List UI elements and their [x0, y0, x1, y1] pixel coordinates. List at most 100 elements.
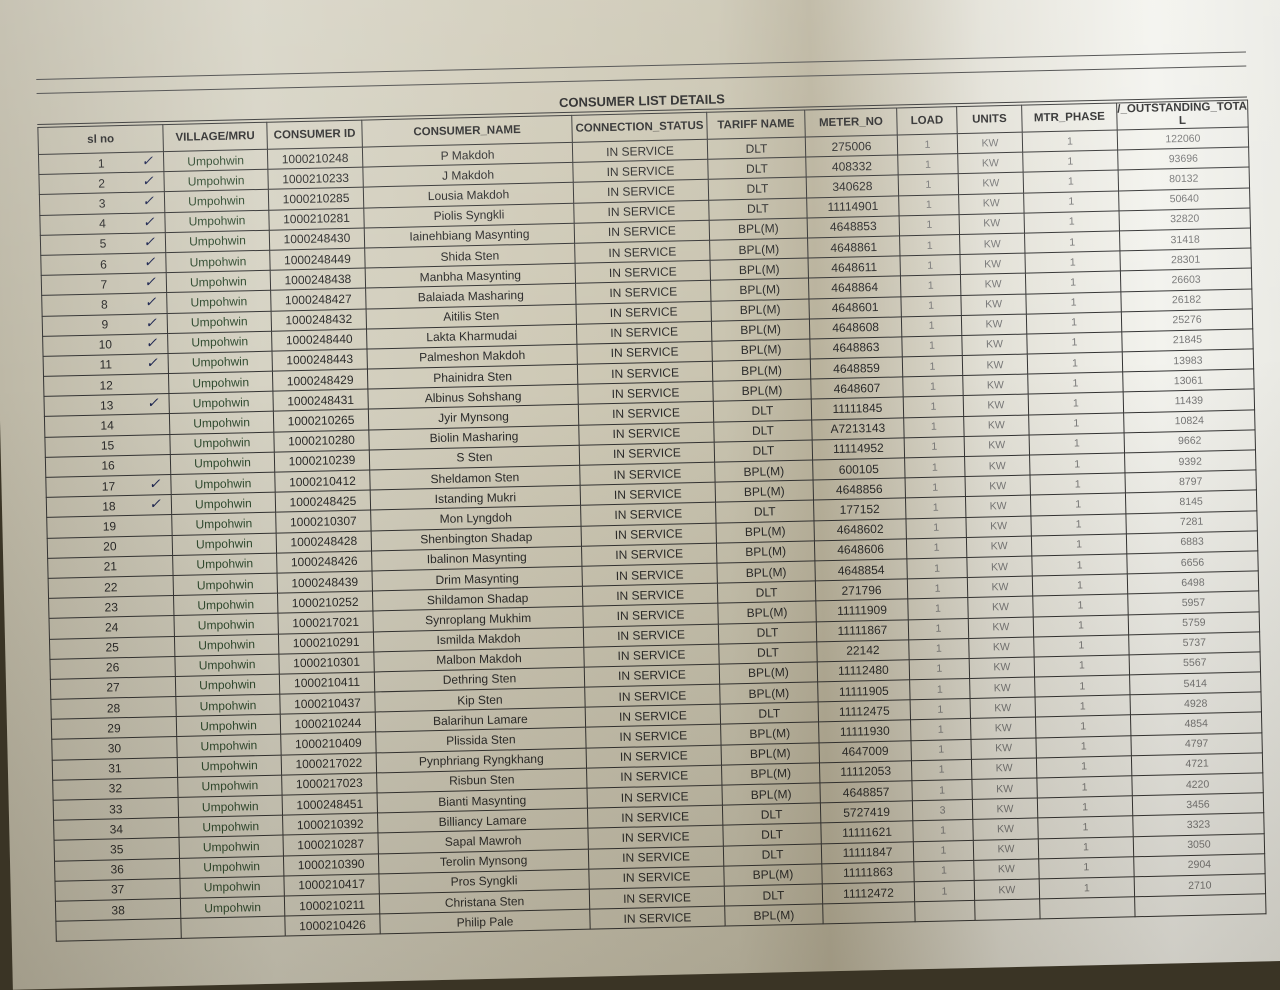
- load-cell: 1: [905, 517, 967, 539]
- consumer-id-cell: 1000210426: [284, 914, 381, 937]
- village-cell: Umpohwin: [163, 149, 268, 172]
- mtr-phase-cell: 1: [1022, 129, 1118, 153]
- meter-no-cell: 11111621: [820, 821, 914, 844]
- consumer-id-cell: 1000210280: [273, 429, 370, 452]
- column-header: MTR_PHASE: [1021, 102, 1118, 133]
- load-cell: 1: [903, 395, 964, 418]
- sl-no-cell: 30: [51, 736, 178, 760]
- mtr-phase-cell: 1: [1029, 452, 1125, 476]
- column-header: METER_NO: [804, 107, 898, 138]
- units-cell: KW: [974, 878, 1040, 901]
- sl-no-cell: 11 ✓: [43, 353, 169, 377]
- sl-no-value: 11: [99, 357, 113, 373]
- tariff-cell: DLT: [718, 641, 818, 665]
- load-cell: 1: [910, 698, 971, 721]
- sl-no-cell: 37: [54, 878, 181, 902]
- tariff-cell: BPL(M): [715, 480, 814, 503]
- sl-no-cell: 1 ✓: [38, 151, 164, 175]
- meter-no-cell: 340628: [806, 175, 899, 198]
- consumer-name-cell: Philip Pale: [379, 909, 591, 935]
- load-cell: 1: [907, 577, 968, 600]
- handwritten-checkmark-icon: ✓: [148, 476, 161, 493]
- sl-no-value: 14: [100, 418, 114, 433]
- units-cell: KW: [960, 273, 1026, 296]
- meter-no-cell: 275006: [805, 134, 898, 158]
- load-cell: 1: [908, 638, 970, 660]
- sl-no-value: 33: [108, 801, 123, 817]
- units-cell: KW: [972, 798, 1038, 820]
- units-cell: KW: [967, 576, 1033, 598]
- village-cell: Umpohwin: [176, 734, 282, 758]
- tariff-cell: BPL(M): [716, 560, 816, 584]
- consumer-id-cell: 1000248426: [276, 550, 373, 574]
- divider: [36, 51, 1246, 80]
- sl-no-cell: 38: [55, 898, 181, 922]
- tariff-cell: BPL(M): [721, 742, 820, 765]
- mtr-phase-cell: 1: [1029, 432, 1125, 456]
- tariff-cell: DLT: [720, 702, 819, 725]
- sl-no-cell: 10 ✓: [42, 333, 169, 357]
- mtr-phase-cell: 1: [1031, 533, 1127, 556]
- meter-no-cell: 11111847: [821, 841, 914, 864]
- sl-no-cell: 36: [54, 857, 180, 882]
- consumer-id-cell: 1000210307: [275, 510, 372, 533]
- tariff-cell: DLT: [715, 500, 814, 523]
- sl-no-cell: 35: [54, 837, 180, 861]
- load-cell: 1: [910, 718, 971, 741]
- village-cell: Umpohwin: [177, 774, 283, 798]
- village-cell: Umpohwin: [169, 431, 275, 455]
- village-cell: Umpohwin: [179, 835, 284, 858]
- consumer-id-cell: 1000210392: [282, 813, 378, 836]
- consumer-id-cell: 1000248432: [271, 308, 367, 331]
- sl-no-cell: 24: [49, 615, 175, 639]
- sl-no-cell: 31: [52, 757, 178, 781]
- mtr-phase-cell: 1: [1035, 715, 1131, 738]
- load-cell: 1: [898, 194, 960, 216]
- meter-no-cell: 271796: [815, 578, 908, 602]
- sl-no-value: 17: [101, 478, 116, 494]
- consumer-id-cell: 1000248431: [272, 389, 369, 412]
- load-cell: 3: [912, 799, 973, 822]
- village-cell: Umpohwin: [169, 411, 274, 435]
- village-cell: Umpohwin: [164, 209, 270, 233]
- meter-no-cell: 11111905: [817, 679, 911, 703]
- village-cell: Umpohwin: [174, 633, 279, 657]
- handwritten-checkmark-icon: ✓: [143, 254, 156, 271]
- tariff-cell: DLT: [707, 157, 807, 180]
- units-cell: KW: [971, 777, 1038, 800]
- mtr-phase-cell: 1: [1026, 311, 1122, 334]
- load-cell: 1: [904, 436, 965, 458]
- load-cell: 1: [902, 355, 963, 378]
- meter-no-cell: 11112475: [818, 700, 911, 723]
- consumer-id-cell: 1000210437: [279, 692, 376, 715]
- meter-no-cell: 11112053: [819, 760, 912, 783]
- units-cell: KW: [964, 455, 1031, 477]
- units-cell: KW: [973, 858, 1040, 881]
- units-cell: KW: [960, 293, 1027, 316]
- meter-no-cell: 4648607: [810, 377, 904, 400]
- sl-no-value: 31: [108, 761, 122, 776]
- sl-no-cell: 4 ✓: [39, 212, 166, 236]
- tariff-cell: BPL(M): [721, 782, 821, 806]
- meter-no-cell: 11114901: [806, 195, 900, 218]
- consumer-id-cell: 1000248451: [282, 792, 378, 816]
- sl-no-cell: 19: [46, 514, 173, 538]
- village-cell: Umpohwin: [168, 371, 273, 394]
- sl-no-value: 37: [110, 882, 125, 897]
- meter-no-cell: 11112472: [822, 881, 915, 904]
- load-cell: 1: [899, 254, 961, 277]
- mtr-phase-cell: 1: [1027, 372, 1124, 395]
- outstanding-cell: [1134, 893, 1267, 918]
- meter-no-cell: 4648853: [807, 215, 900, 238]
- village-cell: Umpohwin: [171, 512, 277, 536]
- village-cell: Umpohwin: [167, 330, 272, 354]
- load-cell: 1: [911, 779, 973, 801]
- tariff-cell: DLT: [718, 621, 817, 644]
- load-cell: 1: [907, 597, 969, 620]
- load-cell: 1: [897, 153, 959, 176]
- tariff-cell: DLT: [713, 419, 813, 443]
- sl-no-value: 24: [104, 620, 119, 635]
- tariff-cell: BPL(M): [712, 359, 811, 382]
- tariff-cell: DLT: [722, 823, 822, 846]
- units-cell: KW: [958, 192, 1025, 215]
